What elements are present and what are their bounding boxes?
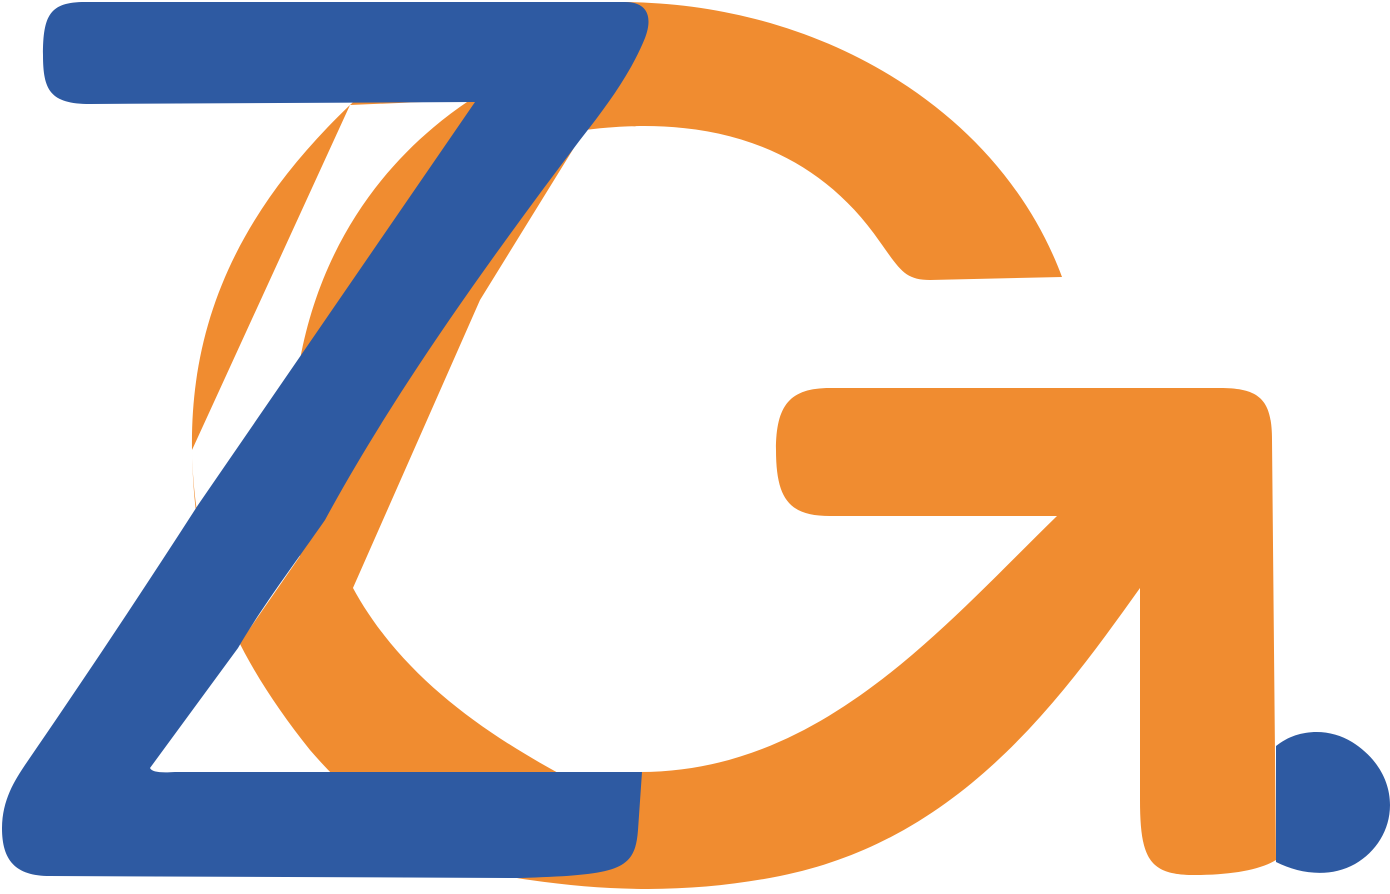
logo-z-shape [2, 2, 649, 878]
logo-dot [1276, 731, 1390, 873]
logo-letter-z [2, 2, 649, 878]
logo-g-lower-body [191, 105, 1276, 889]
